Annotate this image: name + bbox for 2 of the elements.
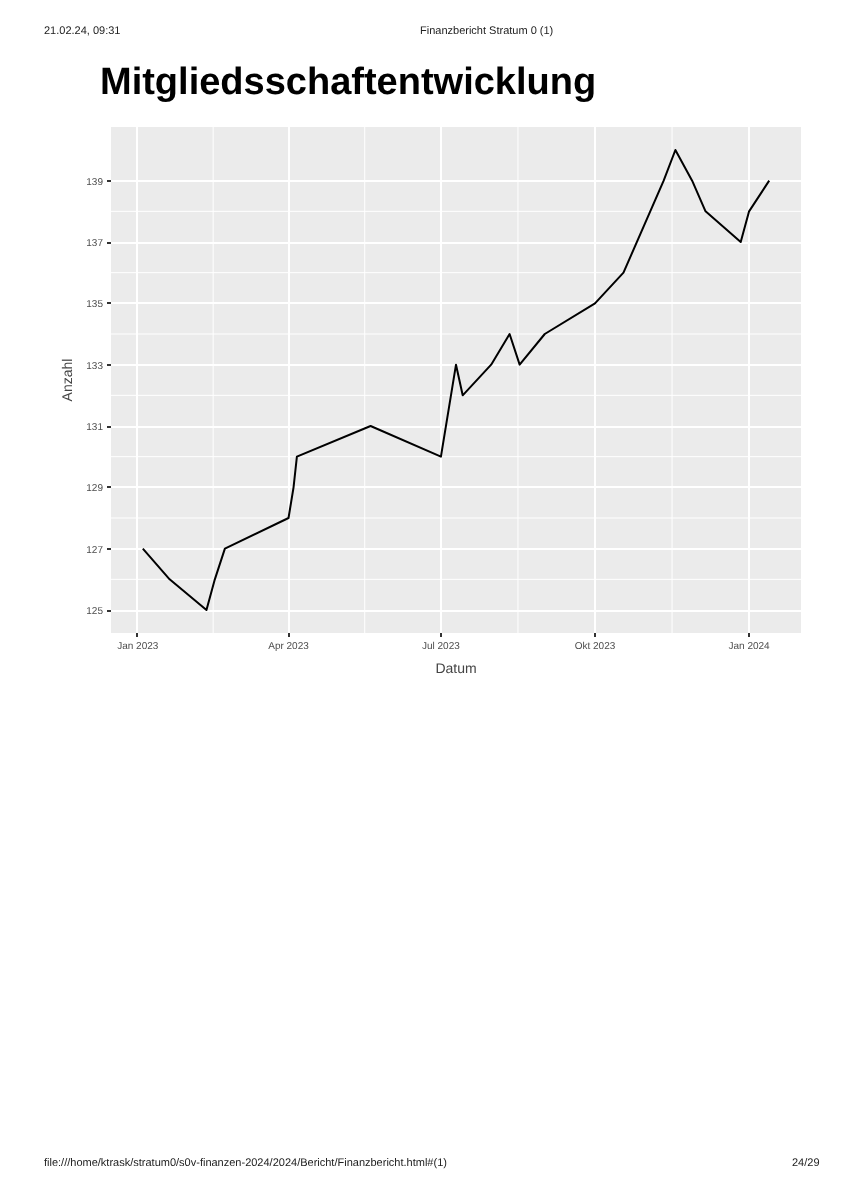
line-series xyxy=(141,149,771,611)
chart-title: Mitgliedsschaftentwicklung xyxy=(100,62,597,106)
